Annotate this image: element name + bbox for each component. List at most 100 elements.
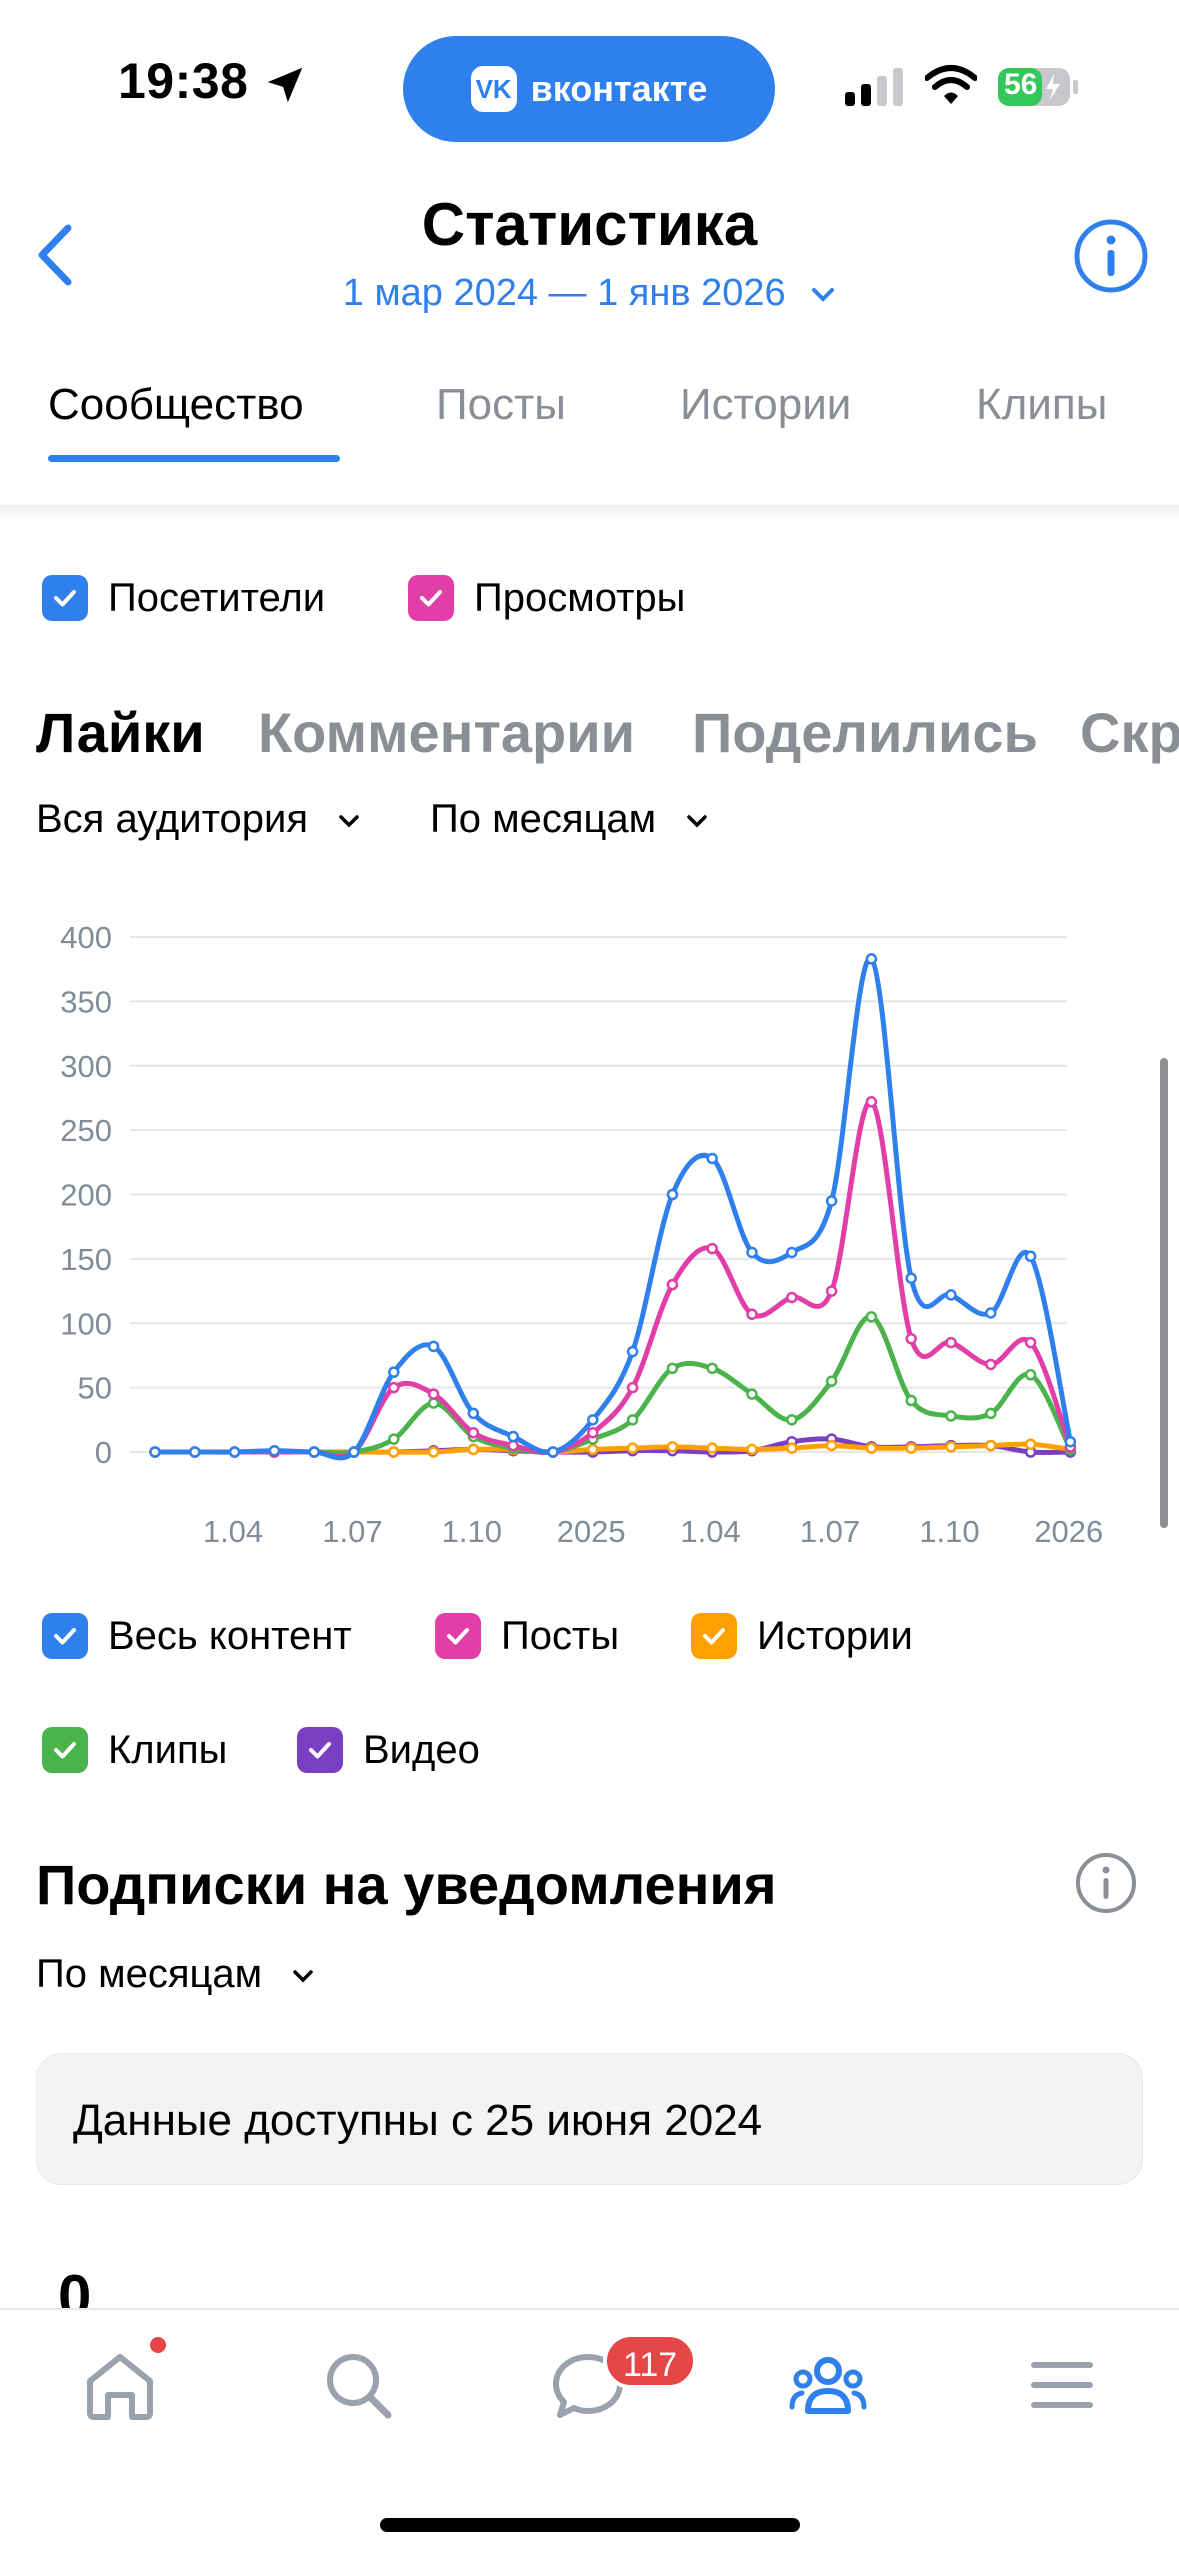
data-point <box>746 1443 758 1456</box>
series-line <box>155 1314 1073 1456</box>
data-point <box>706 1362 718 1375</box>
vk-pill-label: вконтакте <box>530 68 708 109</box>
chevron-down-icon <box>339 815 359 828</box>
x-tick-label: 1.10 <box>442 1514 502 1549</box>
metric-tab-comments[interactable]: Комментарии <box>258 701 636 764</box>
x-tick-label: 1.10 <box>919 1514 979 1549</box>
period-filter-label: По месяцам <box>36 1952 263 1996</box>
x-tick-label: 2026 <box>1034 1514 1103 1549</box>
y-tick-label: 400 <box>60 920 112 955</box>
legend-all-content[interactable]: Весь контент <box>42 1613 352 1659</box>
legend-video[interactable]: Видео <box>297 1727 480 1773</box>
data-point <box>786 1291 798 1304</box>
data-point <box>1024 1250 1037 1263</box>
data-point <box>587 1443 599 1456</box>
tab-underline <box>48 455 340 462</box>
y-tick-label: 100 <box>60 1306 112 1341</box>
data-point <box>626 1414 639 1426</box>
data-point <box>507 1439 519 1452</box>
legend-clips[interactable]: Клипы <box>42 1727 227 1773</box>
back-chevron-icon[interactable] <box>30 220 80 290</box>
y-tick-label: 300 <box>60 1049 112 1084</box>
data-point <box>985 1439 997 1452</box>
data-point <box>1024 1336 1037 1349</box>
legend-label: Клипы <box>108 1727 228 1772</box>
data-point <box>1024 1438 1037 1451</box>
tab-stories[interactable]: Истории <box>680 380 852 429</box>
tab-clips[interactable]: Клипы <box>976 380 1108 429</box>
data-point <box>865 953 878 965</box>
audience-filter[interactable]: Вся аудитория <box>36 797 361 842</box>
period-filter-label: По месяцам <box>430 797 657 841</box>
checkbox-checked-icon <box>297 1727 343 1773</box>
data-point <box>467 1443 480 1456</box>
data-point <box>746 1308 758 1320</box>
data-point <box>388 1366 400 1378</box>
data-point <box>905 1442 917 1454</box>
data-point <box>945 1336 957 1349</box>
y-tick-label: 350 <box>60 984 112 1019</box>
data-point <box>666 1278 679 1291</box>
toggle-visitors[interactable]: Посетители <box>42 575 325 621</box>
vk-app-pill[interactable]: VK вконтакте <box>403 36 775 142</box>
home-icon[interactable] <box>80 2345 160 2425</box>
page-title: Статистика <box>421 191 758 258</box>
series-line <box>155 1099 1073 1460</box>
data-point <box>905 1272 917 1284</box>
vk-logo-icon: VK <box>470 66 517 112</box>
data-point <box>825 1375 838 1387</box>
x-tick-label: 1.07 <box>322 1514 382 1549</box>
tab-community[interactable]: Сообщество <box>48 380 304 429</box>
data-point <box>467 1426 480 1439</box>
legend-posts[interactable]: Посты <box>435 1613 619 1659</box>
data-point <box>865 1311 878 1323</box>
metric-tab-shares[interactable]: Поделились <box>692 701 1038 764</box>
battery-icon: 56 <box>998 66 1080 108</box>
data-point <box>666 1188 679 1201</box>
data-point <box>427 1340 440 1353</box>
data-point <box>348 1446 360 1458</box>
home-indicator <box>380 2518 800 2532</box>
y-tick-label: 0 <box>95 1435 112 1470</box>
likes-line-chart: 0 50 100 150 200 250 300 350 400 1.04 1.07 1.10 2025… <box>60 920 1103 1549</box>
data-point <box>706 1242 718 1255</box>
messages-badge: 117 <box>603 2333 698 2389</box>
legend-stories[interactable]: Истории <box>691 1613 913 1659</box>
community-icon[interactable] <box>788 2345 868 2425</box>
info-icon[interactable] <box>1073 218 1149 294</box>
bottom-nav-bar <box>0 2308 1179 2556</box>
data-point <box>1024 1369 1037 1381</box>
data-point <box>308 1446 320 1458</box>
scrollbar[interactable] <box>1160 1058 1168 1528</box>
period-filter[interactable]: По месяцам <box>430 797 709 842</box>
data-point <box>985 1407 997 1420</box>
data-point <box>825 1195 838 1207</box>
toggle-views[interactable]: Просмотры <box>408 575 685 621</box>
legend-label: Видео <box>363 1727 480 1772</box>
legend-label: Весь контент <box>108 1613 352 1658</box>
search-icon[interactable] <box>318 2345 398 2425</box>
tab-posts[interactable]: Посты <box>436 380 566 429</box>
data-point <box>427 1446 440 1458</box>
data-point <box>786 1246 798 1259</box>
data-point <box>945 1410 957 1422</box>
info-icon[interactable] <box>1075 1852 1137 1914</box>
battery-level: 56 <box>1004 68 1038 101</box>
data-point <box>865 1442 878 1454</box>
legend-label: Истории <box>757 1613 913 1658</box>
date-range-selector[interactable]: 1 мар 2024 — 1 янв 2026 <box>0 272 1179 315</box>
notifications-period-filter[interactable]: По месяцам <box>36 1952 315 1997</box>
chevron-down-icon <box>293 1970 314 1983</box>
data-point <box>945 1441 957 1453</box>
data-point <box>706 1152 718 1165</box>
data-point <box>825 1439 838 1452</box>
metric-tab-reposts[interactable]: Скр <box>1080 701 1179 764</box>
x-tick-label: 1.07 <box>800 1514 860 1549</box>
header-divider <box>0 505 1179 519</box>
y-tick-label: 150 <box>60 1242 112 1277</box>
data-point <box>626 1381 639 1394</box>
metric-tab-likes[interactable]: Лайки <box>36 701 205 764</box>
menu-icon[interactable] <box>1022 2345 1102 2425</box>
checkbox-checked-icon <box>42 1727 88 1773</box>
data-point <box>228 1446 241 1458</box>
